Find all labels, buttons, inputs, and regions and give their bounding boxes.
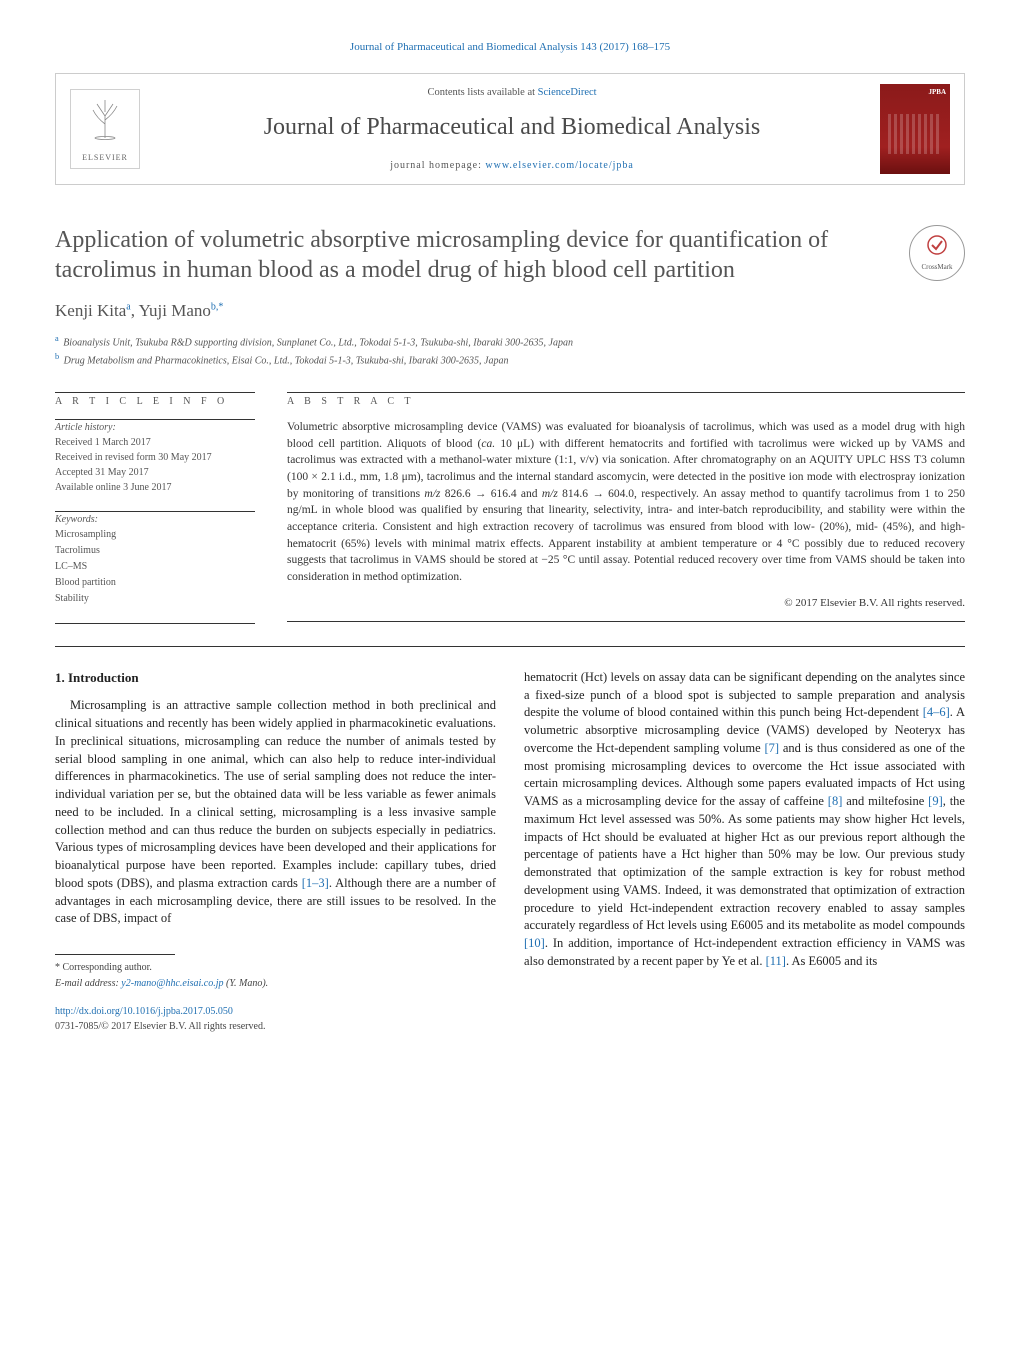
corr-email-line: E-mail address: y2-mano@hhc.eisai.co.jp …: [55, 977, 496, 991]
abstract-label: A B S T R A C T: [287, 393, 965, 409]
history-accepted: Accepted 31 May 2017: [55, 465, 255, 480]
article-history: Article history: Received 1 March 2017 R…: [55, 420, 255, 495]
homepage-link[interactable]: www.elsevier.com/locate/jpba: [485, 160, 633, 171]
body-text: . As E6005 and its: [786, 954, 877, 968]
contents-line: Contents lists available at ScienceDirec…: [158, 86, 866, 101]
body-column-left: 1. Introduction Microsampling is an attr…: [55, 669, 496, 1034]
keyword: Microsampling: [55, 527, 255, 543]
body-text: hematocrit (Hct) levels on assay data ca…: [524, 670, 965, 720]
affiliation-b-text: Drug Metabolism and Pharmacokinetics, Ei…: [64, 355, 509, 366]
citation-link[interactable]: [4–6]: [923, 705, 950, 719]
article-info-column: A R T I C L E I N F O Article history: R…: [55, 392, 255, 624]
intro-paragraph-cont: hematocrit (Hct) levels on assay data ca…: [524, 669, 965, 971]
abstract-part: 814.6 → 604.0, respectively. An assay me…: [287, 488, 965, 583]
journal-name: Journal of Pharmaceutical and Biomedical…: [158, 111, 866, 145]
history-label: Article history:: [55, 420, 255, 435]
history-revised: Received in revised form 30 May 2017: [55, 450, 255, 465]
citation-link[interactable]: [10]: [524, 936, 545, 950]
affiliation-a: a Bioanalysis Unit, Tsukuba R&D supporti…: [55, 333, 965, 350]
authors: Kenji Kitaa, Yuji Manob,*: [55, 299, 965, 323]
page: Journal of Pharmaceutical and Biomedical…: [0, 0, 1020, 1064]
author-1: Kenji Kita: [55, 301, 126, 320]
tree-icon: [87, 96, 123, 152]
abstract-ital-mz2: m/z: [542, 488, 558, 500]
article-title: Application of volumetric absorptive mic…: [55, 225, 889, 285]
sciencedirect-link[interactable]: ScienceDirect: [538, 87, 597, 98]
body-text: , the maximum Hct level assessed was 50%…: [524, 794, 965, 932]
history-received: Received 1 March 2017: [55, 435, 255, 450]
crossmark-badge[interactable]: CrossMark: [909, 225, 965, 281]
info-abstract-row: A R T I C L E I N F O Article history: R…: [55, 392, 965, 624]
citation-link[interactable]: [1–3]: [302, 876, 329, 890]
homepage-prefix: journal homepage:: [390, 160, 485, 171]
crossmark-icon: [926, 234, 948, 263]
abstract-copyright: © 2017 Elsevier B.V. All rights reserved…: [287, 596, 965, 611]
intro-paragraph: Microsampling is an attractive sample co…: [55, 697, 496, 928]
corresponding-author-footer: * Corresponding author. E-mail address: …: [55, 954, 496, 991]
title-row: Application of volumetric absorptive mic…: [55, 225, 965, 285]
doi-block: http://dx.doi.org/10.1016/j.jpba.2017.05…: [55, 1005, 496, 1033]
keywords-label: Keywords:: [55, 512, 255, 527]
affiliations: a Bioanalysis Unit, Tsukuba R&D supporti…: [55, 333, 965, 368]
citation-link[interactable]: [7]: [764, 741, 779, 755]
author-1-affil: a: [126, 302, 130, 313]
abstract-column: A B S T R A C T Volumetric absorptive mi…: [287, 392, 965, 624]
affiliation-a-text: Bioanalysis Unit, Tsukuba R&D supporting…: [63, 338, 573, 349]
author-2: Yuji Mano: [139, 301, 211, 320]
elsevier-logo: ELSEVIER: [70, 89, 140, 169]
email-label: E-mail address:: [55, 978, 119, 989]
contents-prefix: Contents lists available at: [427, 87, 537, 98]
keywords-list: Microsampling Tacrolimus LC–MS Blood par…: [55, 527, 255, 607]
abstract-text: Volumetric absorptive microsampling devi…: [287, 419, 965, 586]
crossmark-label: CrossMark: [921, 263, 952, 273]
keyword: Tacrolimus: [55, 543, 255, 559]
keywords-block: Keywords: Microsampling Tacrolimus LC–MS…: [55, 512, 255, 607]
history-online: Available online 3 June 2017: [55, 480, 255, 495]
body-column-right: hematocrit (Hct) levels on assay data ca…: [524, 669, 965, 1034]
corr-email-link[interactable]: y2-mano@hhc.eisai.co.jp: [121, 978, 223, 989]
body-text: Microsampling is an attractive sample co…: [55, 698, 496, 890]
citation-link[interactable]: [8]: [828, 794, 843, 808]
abstract-ital-mz: m/z: [424, 488, 440, 500]
citation-link[interactable]: [11]: [766, 954, 786, 968]
journal-cover-thumbnail: [880, 84, 950, 174]
body-text: . In addition, importance of Hct-indepen…: [524, 936, 965, 968]
article-info-label: A R T I C L E I N F O: [55, 393, 255, 409]
header-center: Contents lists available at ScienceDirec…: [158, 86, 866, 172]
issn-copyright: 0731-7085/© 2017 Elsevier B.V. All right…: [55, 1020, 496, 1034]
keyword: Stability: [55, 591, 255, 607]
doi-link[interactable]: http://dx.doi.org/10.1016/j.jpba.2017.05…: [55, 1006, 233, 1017]
corr-author-label: * Corresponding author.: [55, 961, 496, 975]
body-text: and miltefosine: [842, 794, 928, 808]
email-suffix: (Y. Mano).: [224, 978, 269, 989]
affiliation-b: b Drug Metabolism and Pharmacokinetics, …: [55, 351, 965, 368]
keyword: Blood partition: [55, 575, 255, 591]
section-1-heading: 1. Introduction: [55, 669, 496, 687]
abstract-part: 826.6 → 616.4 and: [440, 488, 541, 500]
journal-header-box: ELSEVIER Contents lists available at Sci…: [55, 73, 965, 185]
homepage-line: journal homepage: www.elsevier.com/locat…: [158, 159, 866, 173]
elsevier-logo-text: ELSEVIER: [82, 152, 128, 163]
keyword: LC–MS: [55, 559, 255, 575]
author-2-affil: b,*: [211, 302, 224, 313]
citation-link[interactable]: [9]: [928, 794, 943, 808]
running-header: Journal of Pharmaceutical and Biomedical…: [55, 40, 965, 55]
body-columns: 1. Introduction Microsampling is an attr…: [55, 669, 965, 1034]
abstract-ital-ca: ca.: [481, 438, 495, 450]
